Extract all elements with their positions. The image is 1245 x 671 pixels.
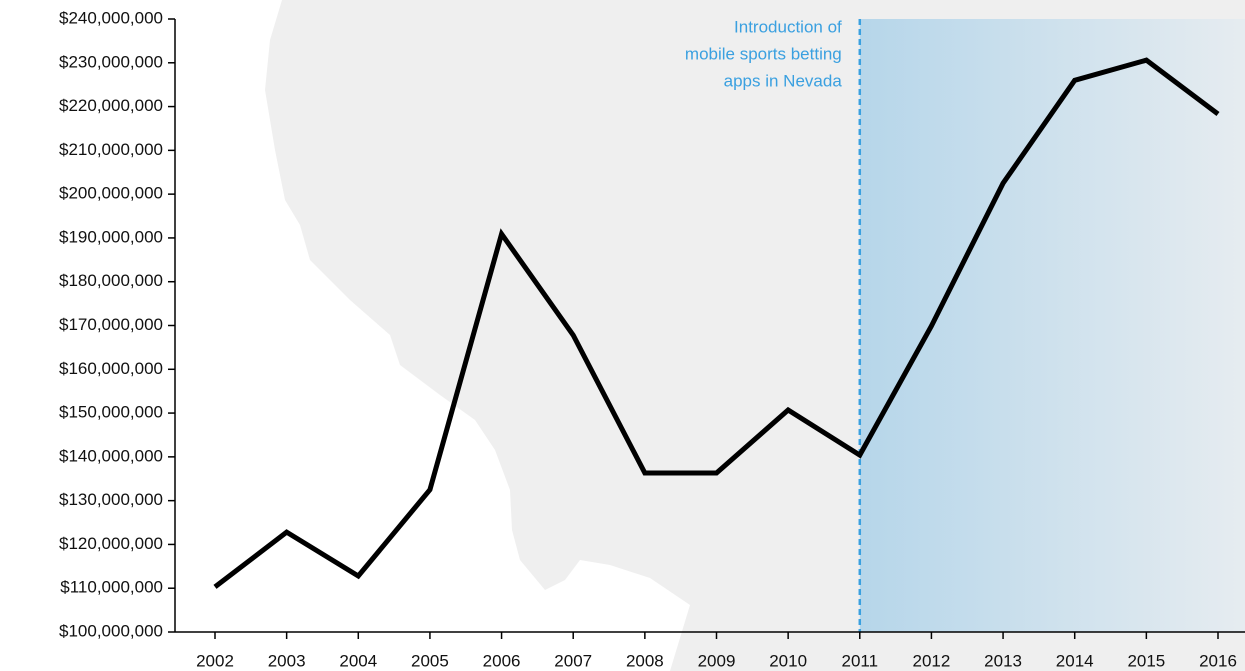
- x-tick-label: 2009: [698, 651, 736, 670]
- x-tick-label: 2014: [1056, 651, 1094, 670]
- y-tick-label: $100,000,000: [59, 621, 163, 640]
- x-tick-label: 2004: [339, 651, 377, 670]
- x-tick-label: 2015: [1127, 651, 1165, 670]
- y-tick-label: $210,000,000: [59, 140, 163, 159]
- x-tick-label: 2002: [196, 651, 234, 670]
- x-tick-label: 2013: [984, 651, 1022, 670]
- annotation-text: mobile sports betting: [685, 44, 842, 63]
- y-tick-label: $150,000,000: [59, 403, 163, 422]
- y-tick-label: $200,000,000: [59, 184, 163, 203]
- x-tick-label: 2011: [842, 651, 879, 670]
- y-tick-label: $220,000,000: [59, 96, 163, 115]
- x-tick-label: 2007: [554, 651, 592, 670]
- y-tick-label: $110,000,000: [60, 578, 163, 597]
- y-tick-label: $230,000,000: [59, 52, 163, 71]
- annotation-text: Introduction of: [734, 17, 842, 36]
- y-tick-label: $190,000,000: [59, 227, 163, 246]
- highlight-region: [859, 19, 1245, 632]
- x-tick-label: 2016: [1199, 651, 1237, 670]
- y-tick-label: $120,000,000: [59, 534, 163, 553]
- x-tick-label: 2008: [626, 651, 664, 670]
- x-tick-label: 2012: [913, 651, 951, 670]
- y-tick-label: $160,000,000: [59, 359, 163, 378]
- annotation-text: apps in Nevada: [724, 71, 843, 90]
- y-tick-label: $140,000,000: [59, 446, 163, 465]
- y-tick-label: $240,000,000: [59, 8, 163, 27]
- y-tick-label: $170,000,000: [59, 315, 163, 334]
- data-line: [213, 57, 1220, 589]
- x-tick-label: 2005: [411, 651, 449, 670]
- x-tick-label: 2010: [769, 651, 807, 670]
- x-tick-label: 2006: [483, 651, 521, 670]
- x-tick-label: 2003: [268, 651, 306, 670]
- y-tick-label: $180,000,000: [59, 271, 163, 290]
- y-tick-label: $130,000,000: [59, 490, 163, 509]
